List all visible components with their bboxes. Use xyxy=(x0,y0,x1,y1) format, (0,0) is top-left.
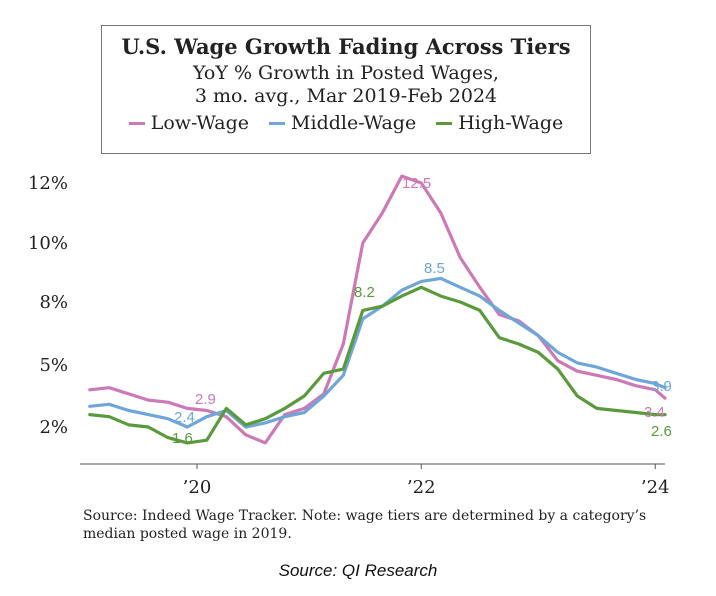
y-tick-label: 8% xyxy=(39,292,68,313)
y-tick-label: 2% xyxy=(39,417,68,438)
legend-swatch-high-wage xyxy=(436,121,453,125)
legend-swatch-low-wage xyxy=(128,121,145,125)
footnote-line-2: median posted wage in 2019. xyxy=(83,526,292,542)
legend-label-middle-wage: Middle-Wage xyxy=(291,112,417,134)
chart-subtitle-line-2: 3 mo. avg., Mar 2019-Feb 2024 xyxy=(194,85,498,107)
data-label: 8.5 xyxy=(424,260,445,277)
y-tick-label: 10% xyxy=(28,233,68,254)
data-label: 12.5 xyxy=(402,175,431,192)
legend-item-high-wage: High-Wage xyxy=(436,112,563,134)
footnote-line-1: Source: Indeed Wage Tracker. Note: wage … xyxy=(83,508,647,524)
y-tick-label: 5% xyxy=(39,355,68,376)
chart-legend: Low-Wage Middle-Wage High-Wage xyxy=(102,112,590,134)
legend-item-middle-wage: Middle-Wage xyxy=(269,112,416,134)
x-tick-label: ’22 xyxy=(407,477,436,498)
y-tick-label: 12% xyxy=(28,173,68,194)
legend-label-high-wage: High-Wage xyxy=(458,112,564,134)
legend-swatch-middle-wage xyxy=(269,121,286,125)
data-label: 3.4 xyxy=(644,404,665,421)
chart-title: U.S. Wage Growth Fading Across Tiers xyxy=(121,34,571,59)
data-label: 8.2 xyxy=(354,284,375,301)
data-label: 2.4 xyxy=(174,409,195,426)
legend-label-low-wage: Low-Wage xyxy=(150,112,250,134)
chart-footnote: Source: Indeed Wage Tracker. Note: wage … xyxy=(83,507,683,543)
data-label: 2.6 xyxy=(651,423,672,440)
x-tick-label: ’24 xyxy=(641,477,670,498)
low-wage-line xyxy=(88,174,667,445)
chart-header: U.S. Wage Growth Fading Across Tiers YoY… xyxy=(101,25,591,154)
data-label: 2.9 xyxy=(195,391,216,408)
source-caption: Source: QI Research xyxy=(278,561,438,580)
legend-item-low-wage: Low-Wage xyxy=(128,112,250,134)
data-label: 3.9 xyxy=(651,378,672,395)
high-wage-line xyxy=(88,285,667,445)
chart-subtitle: YoY % Growth in Posted Wages, 3 mo. avg.… xyxy=(102,62,590,108)
data-label: 1.6 xyxy=(172,430,193,447)
x-tick-label: ’20 xyxy=(183,477,212,498)
chart-subtitle-line-1: YoY % Growth in Posted Wages, xyxy=(193,62,499,84)
